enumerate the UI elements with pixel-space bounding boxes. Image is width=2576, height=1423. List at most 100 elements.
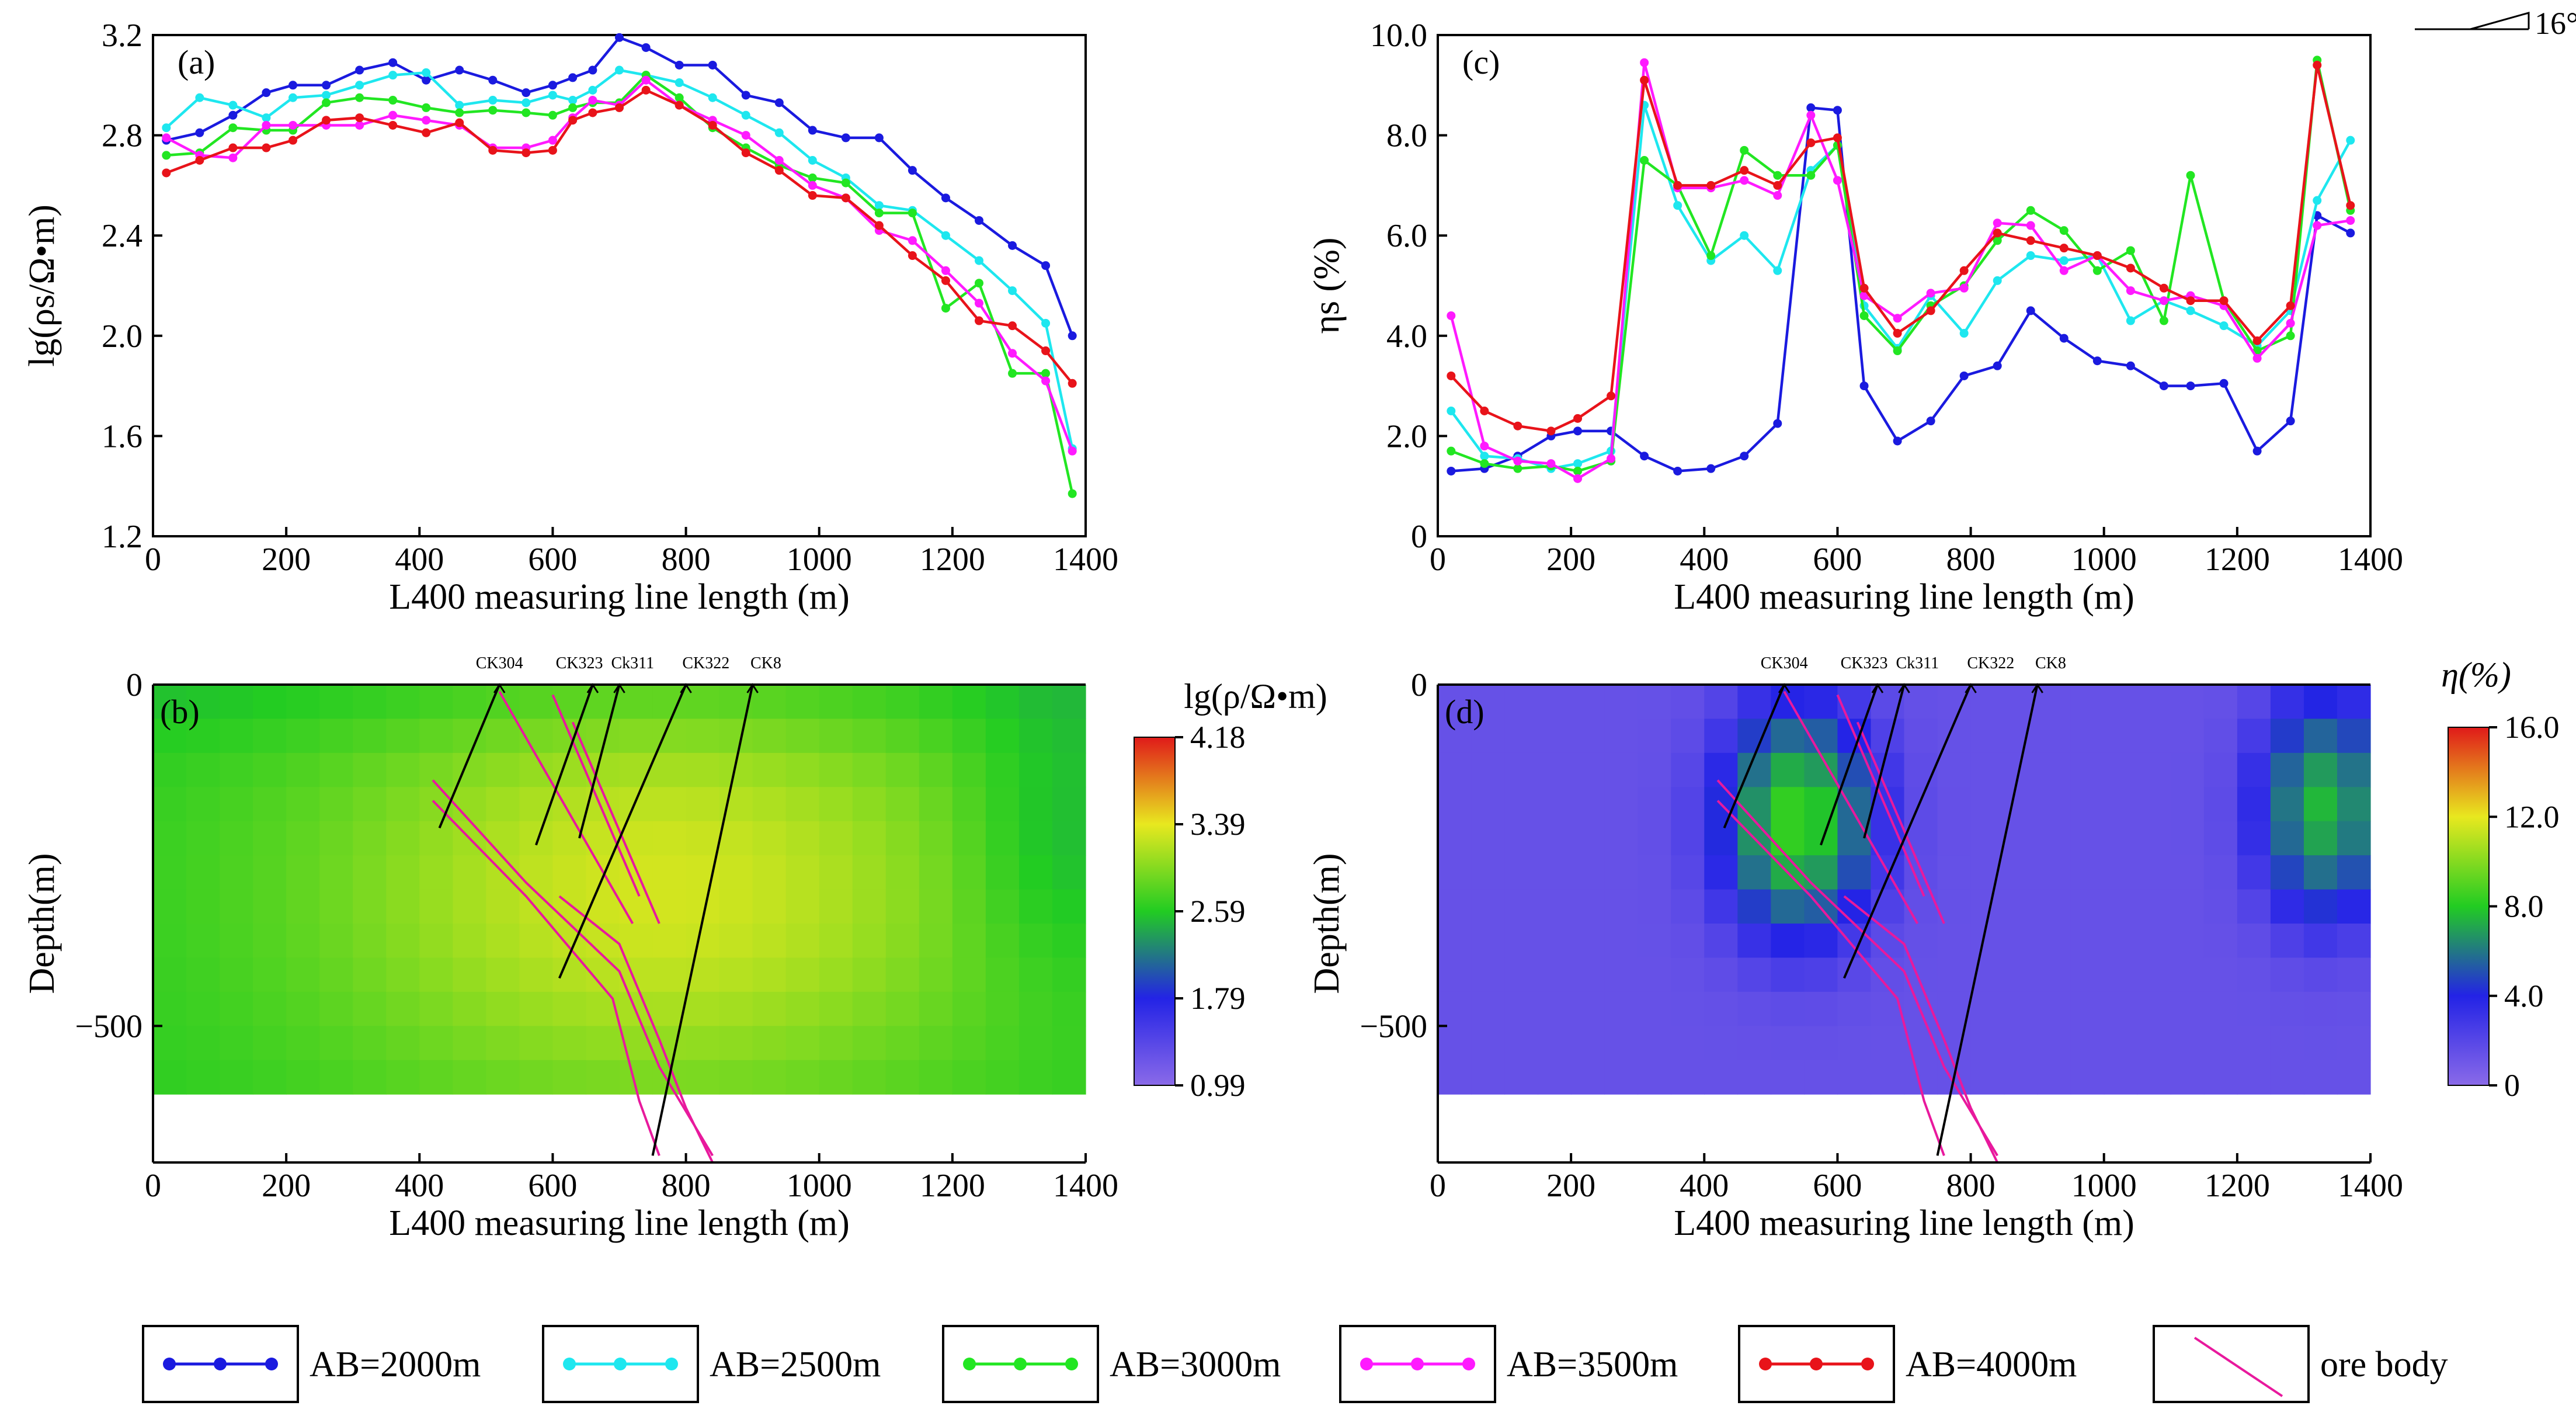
heatmap-cell <box>1937 821 1972 856</box>
heatmap-cell <box>2337 991 2371 1026</box>
heatmap-cell <box>353 855 387 890</box>
colorbar-tick-label: 0 <box>2504 1068 2520 1103</box>
y-axis-title: ηs (%) <box>1307 238 1347 334</box>
heatmap-cell <box>719 924 753 959</box>
heatmap-cell <box>1471 821 1505 856</box>
heatmap-cell <box>220 889 253 924</box>
heatmap-cell <box>2303 889 2338 924</box>
heatmap-cell <box>1438 821 1472 856</box>
heatmap-cell <box>1538 719 1572 754</box>
x-tick-label: 1200 <box>920 1168 985 1204</box>
heatmap-cell <box>1018 855 1053 890</box>
heatmap-cell <box>1671 719 1705 754</box>
heatmap-cell <box>719 991 753 1026</box>
heatmap-cell <box>186 685 220 720</box>
data-point <box>1513 456 1522 466</box>
heatmap-cell <box>2070 821 2105 856</box>
data-point <box>1859 291 1869 300</box>
data-point <box>422 75 431 85</box>
heatmap-cell <box>1604 752 1638 787</box>
heatmap-cell <box>1804 787 1838 822</box>
heatmap-cell <box>1671 821 1705 856</box>
heatmap-cell <box>652 957 687 992</box>
data-point <box>522 98 531 107</box>
y-tick-label: 1.2 <box>102 519 142 555</box>
data-point <box>2286 417 2295 426</box>
y-tick-label: −500 <box>1360 1008 1427 1044</box>
data-point <box>1546 459 1556 468</box>
heatmap-cell <box>919 1026 953 1061</box>
y-tick-label: 3.2 <box>102 18 142 54</box>
data-point <box>422 128 431 137</box>
heatmap-cell <box>1052 1060 1086 1095</box>
heatmap-cell <box>1970 991 2005 1026</box>
heatmap-cell <box>2203 787 2238 822</box>
legend-marker <box>1065 1358 1078 1370</box>
data-point <box>2219 296 2229 306</box>
heatmap-cell <box>2237 752 2271 787</box>
data-point <box>1740 145 1749 155</box>
heatmap-cell <box>220 719 253 754</box>
heatmap-cells <box>1438 685 2371 1095</box>
heatmap-cell <box>386 889 420 924</box>
data-point <box>388 96 398 105</box>
heatmap-cell <box>785 924 820 959</box>
colorbar <box>2448 727 2489 1085</box>
heatmap-cell <box>1970 821 2005 856</box>
data-point <box>1607 454 1616 463</box>
heatmap-cell <box>386 821 420 856</box>
heatmap-cell <box>519 752 554 787</box>
heatmap-cell <box>453 855 486 890</box>
heatmap-cell <box>353 924 387 959</box>
heatmap-cell <box>1638 889 1671 924</box>
heatmap-cell <box>153 821 187 856</box>
data-point <box>2346 201 2355 210</box>
data-point <box>488 106 498 115</box>
heatmap-cell <box>1704 1060 1738 1095</box>
heatmap-cell <box>785 991 820 1026</box>
heatmap-cell <box>2104 957 2138 992</box>
heatmap-cell <box>2337 957 2371 992</box>
data-point <box>1640 156 1649 165</box>
heatmap-cell <box>519 957 554 992</box>
heatmap-cell <box>1571 821 1605 856</box>
x-tick-label: 0 <box>1430 1168 1446 1204</box>
heatmap-cell <box>2270 991 2304 1026</box>
heatmap-cell <box>785 752 820 787</box>
heatmap-cell <box>2037 991 2071 1026</box>
data-point <box>808 181 817 190</box>
heatmap-cell <box>253 719 287 754</box>
heatmap-cell <box>1871 1060 1905 1095</box>
data-point <box>355 65 364 75</box>
heatmap-cell <box>2170 752 2205 787</box>
heatmap-cell <box>652 685 687 720</box>
heatmap-cell <box>819 1026 853 1061</box>
ore-body-line <box>432 800 660 1157</box>
heatmap-cell <box>752 957 787 992</box>
legend-marker <box>665 1358 678 1370</box>
heatmap-cell <box>1018 1060 1053 1095</box>
heatmap-cell <box>286 719 320 754</box>
data-point <box>2159 296 2168 306</box>
heatmap-cell <box>2203 719 2238 754</box>
heatmap-cell <box>519 685 554 720</box>
heatmap-cell <box>2203 1026 2238 1061</box>
data-point <box>355 93 364 102</box>
heatmap-cell <box>1871 991 1905 1026</box>
heatmap-cell <box>1471 719 1505 754</box>
series-line-AB=2000m <box>1451 106 2351 473</box>
data-point <box>2026 251 2035 261</box>
heatmap-cell <box>552 1026 587 1061</box>
heatmap-cell <box>386 752 420 787</box>
heatmap-cell <box>2303 1060 2338 1095</box>
heatmap-cell <box>186 787 220 822</box>
heatmap-cell <box>1904 719 1938 754</box>
heatmap-cell <box>2270 1026 2304 1061</box>
heatmap-cell <box>319 957 353 992</box>
series-line-AB=3000m <box>1451 60 2352 473</box>
ore-body-line <box>498 690 634 924</box>
data-point <box>1573 426 1583 436</box>
heatmap-cell <box>952 957 986 992</box>
data-point <box>2092 266 2102 275</box>
